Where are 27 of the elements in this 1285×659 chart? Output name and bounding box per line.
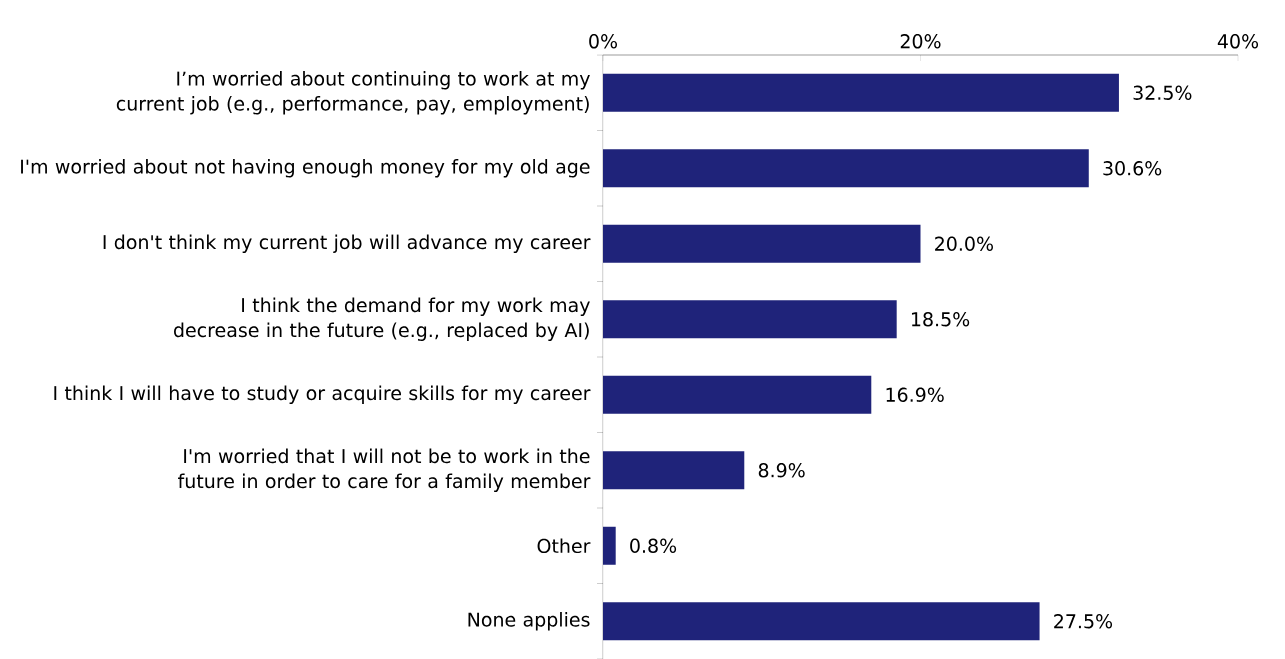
data-label: 27.5% <box>1054 614 1113 629</box>
bar <box>603 375 872 414</box>
data-label: 32.5% <box>1133 85 1192 100</box>
x-tick-label: 40% <box>1217 34 1259 49</box>
data-label: 16.9% <box>886 387 944 402</box>
bar <box>603 451 745 490</box>
y-tick-label: I don't think my current job will advance my career <box>103 234 591 253</box>
data-label: 18.5% <box>911 312 970 327</box>
y-tick-label: I think I will have to study or acquire skills for my career <box>54 385 591 404</box>
y-tick-label: I’m worried about continuing to work at my current job (e.g., performance, pay, employment) <box>116 71 590 115</box>
y-tick-label: Other <box>537 538 591 554</box>
y-tick-label: I'm worried that I will not be to work in the future in order to care for a family member <box>178 448 591 492</box>
y-tick-label: I'm worried about not having enough money for my old age <box>21 159 590 178</box>
data-label: 0.8% <box>630 538 677 553</box>
bar <box>603 602 1040 641</box>
data-label: 30.6% <box>1103 161 1162 176</box>
x-tick-label: 0% <box>589 34 618 49</box>
bar <box>603 149 1089 188</box>
x-tick-label: 20% <box>900 34 941 49</box>
bar <box>603 300 897 339</box>
y-tick-label: None applies <box>468 612 590 631</box>
y-tick-label: I think the demand for my work may decrease in the future (e.g., replaced by AI) <box>174 297 590 341</box>
bar <box>603 73 1119 112</box>
bar <box>603 224 921 263</box>
data-label: 8.9% <box>758 463 805 478</box>
bar <box>603 526 616 565</box>
data-label: 20.0% <box>935 236 993 251</box>
